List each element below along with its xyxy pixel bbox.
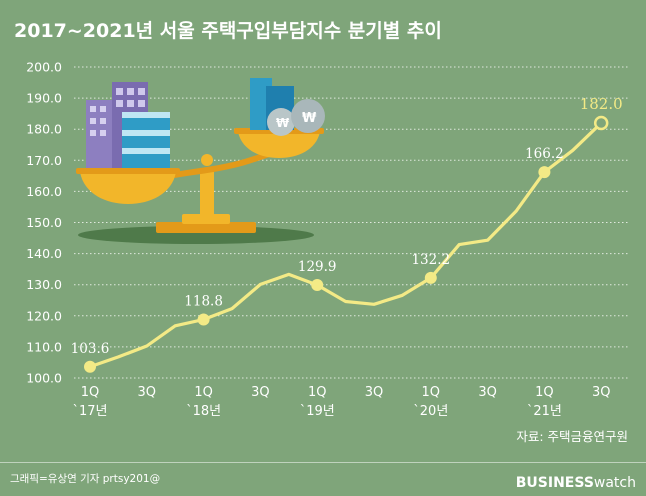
x-tick-quarter: 3Q	[138, 385, 157, 400]
source-note: 자료: 주택금융연구원	[516, 429, 628, 444]
window	[100, 118, 106, 124]
data-label: 129.9	[298, 259, 337, 275]
data-label: 182.0	[580, 95, 623, 113]
x-tick-quarter: 3Q	[251, 385, 270, 400]
data-label-layer: 103.6 118.8 129.9 132.2 166.2 182.0	[71, 95, 623, 357]
x-tick-quarter: 3Q	[478, 385, 497, 400]
data-point	[424, 271, 437, 284]
y-tick-label: 180.0	[26, 122, 62, 137]
x-tick-quarter: 1Q	[308, 385, 327, 400]
window	[116, 88, 123, 95]
right-pan	[238, 132, 320, 158]
data-point	[311, 279, 324, 292]
window	[100, 106, 106, 112]
data-point	[538, 166, 551, 179]
money-bag-left	[267, 108, 295, 136]
y-tick-label: 100.0	[26, 371, 62, 386]
brand-logo: BUSINESSwatch	[516, 475, 636, 491]
building-band	[122, 148, 170, 154]
y-tick-label: 160.0	[26, 184, 62, 199]
x-tick-quarter: 1Q	[194, 385, 213, 400]
y-tick-label: 200.0	[26, 60, 62, 75]
x-tick-year: `18년	[186, 404, 221, 419]
y-tick-label: 130.0	[26, 277, 62, 292]
window	[90, 106, 96, 112]
scale-base	[156, 222, 256, 233]
x-tick-year: `17년	[72, 404, 107, 419]
y-tick-label: 120.0	[26, 308, 62, 323]
x-tick-quarter: 1Q	[535, 385, 554, 400]
graphic-credit: 그래픽=유상연 기자 prtsy201@	[10, 473, 160, 485]
left-pan	[80, 172, 176, 204]
window	[138, 88, 145, 95]
y-tick-label: 190.0	[26, 91, 62, 106]
money-bag-right	[291, 99, 325, 133]
data-label: 118.8	[184, 294, 223, 310]
left-pan-rim	[76, 168, 180, 174]
window	[116, 100, 123, 107]
data-point	[593, 115, 609, 131]
scale-base-top	[182, 214, 230, 224]
y-axis: 100.0 110.0 120.0 130.0 140.0 150.0 160.0 170.0…	[26, 60, 62, 386]
brand-light: watch	[594, 475, 636, 491]
x-tick-quarter: 3Q	[592, 385, 611, 400]
scale-pillar	[200, 168, 214, 216]
data-label: 103.6	[71, 341, 110, 357]
x-tick-quarter: 3Q	[365, 385, 384, 400]
data-point	[197, 313, 210, 326]
building-band	[122, 112, 170, 118]
window	[138, 100, 145, 107]
footer-divider	[0, 462, 646, 463]
window	[100, 130, 106, 136]
brand-bold: BUSINESS	[516, 475, 594, 491]
chart-title: 2017~2021년 서울 주택구입부담지수 분기별 추이	[14, 20, 442, 42]
x-tick-year: `19년	[300, 404, 335, 419]
building-band	[122, 130, 170, 136]
window	[127, 88, 134, 95]
building-blue	[122, 112, 170, 168]
x-axis: 1Q `17년 3Q 1Q `18년 3Q 1Q `19년 3Q 1Q `20년 3Q 1Q `21년 3Q	[72, 385, 610, 419]
won-icon: ₩	[276, 116, 290, 130]
x-tick-year: `20년	[413, 404, 448, 419]
y-tick-label: 150.0	[26, 215, 62, 230]
window	[90, 118, 96, 124]
data-point	[84, 360, 96, 373]
x-tick-quarter: 1Q	[81, 385, 100, 400]
x-tick-quarter: 1Q	[422, 385, 441, 400]
x-tick-year: `21년	[527, 404, 562, 419]
scale-pivot	[201, 154, 213, 166]
scale-illustration: ₩ ₩	[76, 78, 325, 244]
data-label: 166.2	[525, 146, 564, 162]
window	[90, 130, 96, 136]
y-tick-label: 140.0	[26, 246, 62, 261]
y-tick-label: 170.0	[26, 153, 62, 168]
series-line	[88, 121, 603, 369]
y-tick-label: 110.0	[26, 339, 62, 354]
data-label: 132.2	[411, 252, 450, 268]
window	[127, 100, 134, 107]
won-icon: ₩	[302, 111, 317, 126]
series-layer	[84, 115, 609, 373]
